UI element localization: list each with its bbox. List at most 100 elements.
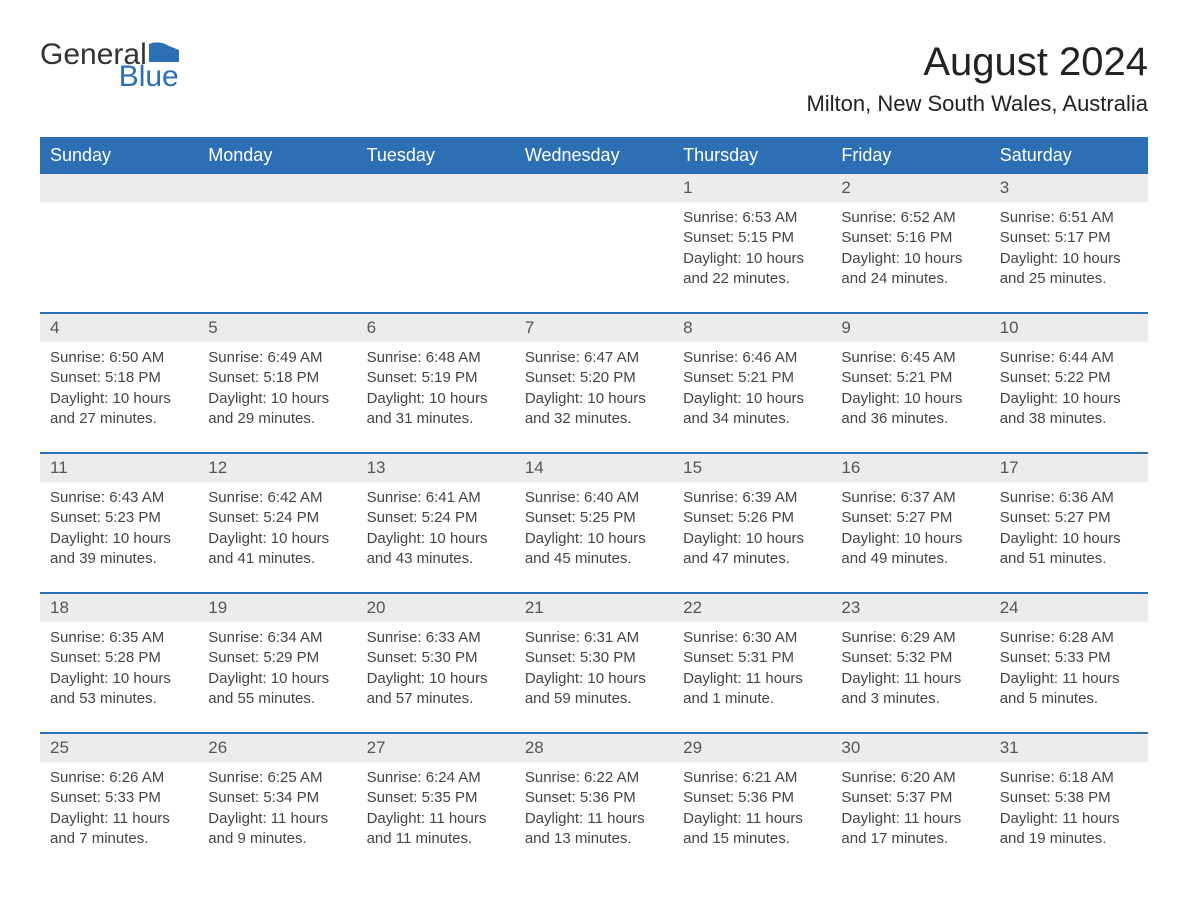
sunset-text: Sunset: 5:23 PM [50, 508, 188, 528]
sunset-text: Sunset: 5:21 PM [683, 368, 821, 388]
day-cell: Sunrise: 6:33 AMSunset: 5:30 PMDaylight:… [357, 622, 515, 732]
sunrise-text: Sunrise: 6:26 AM [50, 768, 188, 788]
day-number: 5 [198, 314, 356, 342]
daylight-text: Daylight: 11 hours and 11 minutes. [367, 809, 505, 850]
day-number: 15 [673, 454, 831, 482]
day-number: 12 [198, 454, 356, 482]
sunrise-text: Sunrise: 6:33 AM [367, 628, 505, 648]
sunset-text: Sunset: 5:36 PM [525, 788, 663, 808]
day-cell: Sunrise: 6:41 AMSunset: 5:24 PMDaylight:… [357, 482, 515, 592]
daylight-text: Daylight: 11 hours and 3 minutes. [841, 669, 979, 710]
daylight-text: Daylight: 10 hours and 41 minutes. [208, 529, 346, 570]
day-content-row: Sunrise: 6:53 AMSunset: 5:15 PM Daylight:… [40, 202, 1148, 312]
sunrise-text: Sunrise: 6:37 AM [841, 488, 979, 508]
sunset-text: Sunset: 5:19 PM [367, 368, 505, 388]
day-number-row: 45678910 [40, 314, 1148, 342]
day-number: 11 [40, 454, 198, 482]
sunrise-text: Sunrise: 6:28 AM [1000, 628, 1138, 648]
day-cell: Sunrise: 6:42 AMSunset: 5:24 PMDaylight:… [198, 482, 356, 592]
day-cell: Sunrise: 6:39 AMSunset: 5:26 PMDaylight:… [673, 482, 831, 592]
sunrise-text: Sunrise: 6:36 AM [1000, 488, 1138, 508]
day-cell: Sunrise: 6:34 AMSunset: 5:29 PMDaylight:… [198, 622, 356, 732]
sunrise-text: Sunrise: 6:22 AM [525, 768, 663, 788]
daylight-text: Daylight: 10 hours and 49 minutes. [841, 529, 979, 570]
day-cell: Sunrise: 6:37 AMSunset: 5:27 PMDaylight:… [831, 482, 989, 592]
day-cell: Sunrise: 6:49 AMSunset: 5:18 PMDaylight:… [198, 342, 356, 452]
day-number-row: 25262728293031 [40, 734, 1148, 762]
sunset-text: Sunset: 5:18 PM [208, 368, 346, 388]
daylight-text: Daylight: 10 hours and 57 minutes. [367, 669, 505, 710]
sunset-text: Sunset: 5:15 PM [683, 228, 821, 248]
sunset-text: Sunset: 5:27 PM [841, 508, 979, 528]
weekday-header-row: SundayMondayTuesdayWednesdayThursdayFrid… [40, 137, 1148, 174]
daylight-text: Daylight: 11 hours and 1 minute. [683, 669, 821, 710]
sunset-text: Sunset: 5:32 PM [841, 648, 979, 668]
day-cell: Sunrise: 6:24 AMSunset: 5:35 PMDaylight:… [357, 762, 515, 872]
sunset-text: Sunset: 5:33 PM [50, 788, 188, 808]
weekday-header: Tuesday [357, 137, 515, 174]
day-cell: Sunrise: 6:45 AMSunset: 5:21 PMDaylight:… [831, 342, 989, 452]
sunset-text: Sunset: 5:35 PM [367, 788, 505, 808]
daylight-text: Daylight: 11 hours and 7 minutes. [50, 809, 188, 850]
day-cell: Sunrise: 6:44 AMSunset: 5:22 PMDaylight:… [990, 342, 1148, 452]
day-content-row: Sunrise: 6:43 AMSunset: 5:23 PMDaylight:… [40, 482, 1148, 592]
week-row: 45678910Sunrise: 6:50 AMSunset: 5:18 PMD… [40, 312, 1148, 452]
day-number-row: 123 [40, 174, 1148, 202]
day-number-row: 11121314151617 [40, 454, 1148, 482]
logo: General Blue [40, 40, 179, 92]
daylight-text: Daylight: 10 hours and 55 minutes. [208, 669, 346, 710]
day-cell: Sunrise: 6:25 AMSunset: 5:34 PMDaylight:… [198, 762, 356, 872]
daylight-text: Daylight: 10 hours and 53 minutes. [50, 669, 188, 710]
daylight-text: Daylight: 10 hours and 36 minutes. [841, 389, 979, 430]
sunrise-text: Sunrise: 6:46 AM [683, 348, 821, 368]
week-row: 18192021222324Sunrise: 6:35 AMSunset: 5:… [40, 592, 1148, 732]
day-cell: Sunrise: 6:20 AMSunset: 5:37 PMDaylight:… [831, 762, 989, 872]
page-header: General Blue August 2024 Milton, New Sou… [40, 40, 1148, 117]
day-number: 1 [673, 174, 831, 202]
day-number: 29 [673, 734, 831, 762]
sunset-text: Sunset: 5:30 PM [525, 648, 663, 668]
sunset-text: Sunset: 5:34 PM [208, 788, 346, 808]
day-number-row: 18192021222324 [40, 594, 1148, 622]
daylight-text: Daylight: 10 hours and 51 minutes. [1000, 529, 1138, 570]
day-cell: Sunrise: 6:21 AMSunset: 5:36 PMDaylight:… [673, 762, 831, 872]
day-cell: Sunrise: 6:51 AMSunset: 5:17 PMDaylight:… [990, 202, 1148, 312]
sunrise-text: Sunrise: 6:42 AM [208, 488, 346, 508]
day-cell: Sunrise: 6:35 AMSunset: 5:28 PMDaylight:… [40, 622, 198, 732]
sunset-text: Sunset: 5:38 PM [1000, 788, 1138, 808]
sunset-text: Sunset: 5:22 PM [1000, 368, 1138, 388]
day-cell: Sunrise: 6:47 AMSunset: 5:20 PMDaylight:… [515, 342, 673, 452]
daylight-text: Daylight: 10 hours and 25 minutes. [1000, 249, 1138, 290]
day-number: 27 [357, 734, 515, 762]
day-cell: Sunrise: 6:31 AMSunset: 5:30 PMDaylight:… [515, 622, 673, 732]
daylight-text: Daylight: 10 hours and 31 minutes. [367, 389, 505, 430]
sunrise-text: Sunrise: 6:48 AM [367, 348, 505, 368]
day-number: 14 [515, 454, 673, 482]
day-number: 19 [198, 594, 356, 622]
sunrise-text: Sunrise: 6:47 AM [525, 348, 663, 368]
day-number: 17 [990, 454, 1148, 482]
day-cell: Sunrise: 6:52 AMSunset: 5:16 PMDaylight:… [831, 202, 989, 312]
sunset-text: Sunset: 5:24 PM [208, 508, 346, 528]
sunrise-text: Sunrise: 6:53 AM [683, 208, 821, 228]
week-row: 123 Sunrise: 6:53 AMSunset: 5:15 PM Daylig… [40, 174, 1148, 312]
location-text: Milton, New South Wales, Australia [806, 91, 1148, 117]
day-cell: Sunrise: 6:48 AMSunset: 5:19 PMDaylight:… [357, 342, 515, 452]
daylight-text: Daylight: 11 hours and 15 minutes. [683, 809, 821, 850]
sunset-text: Sunset: 5:25 PM [525, 508, 663, 528]
sunset-text: Sunset: 5:16 PM [841, 228, 979, 248]
day-number: 6 [357, 314, 515, 342]
sunrise-text: Sunrise: 6:24 AM [367, 768, 505, 788]
day-number: 26 [198, 734, 356, 762]
day-cell: Sunrise: 6:53 AMSunset: 5:15 PMDaylight:… [673, 202, 831, 312]
day-number [357, 174, 515, 202]
month-title: August 2024 [806, 40, 1148, 85]
day-number: 3 [990, 174, 1148, 202]
sunset-text: Sunset: 5:20 PM [525, 368, 663, 388]
weekday-header: Saturday [990, 137, 1148, 174]
daylight-text: Daylight: 10 hours and 34 minutes. [683, 389, 821, 430]
sunrise-text: Sunrise: 6:44 AM [1000, 348, 1138, 368]
sunrise-text: Sunrise: 6:41 AM [367, 488, 505, 508]
sunset-text: Sunset: 5:28 PM [50, 648, 188, 668]
day-number: 30 [831, 734, 989, 762]
